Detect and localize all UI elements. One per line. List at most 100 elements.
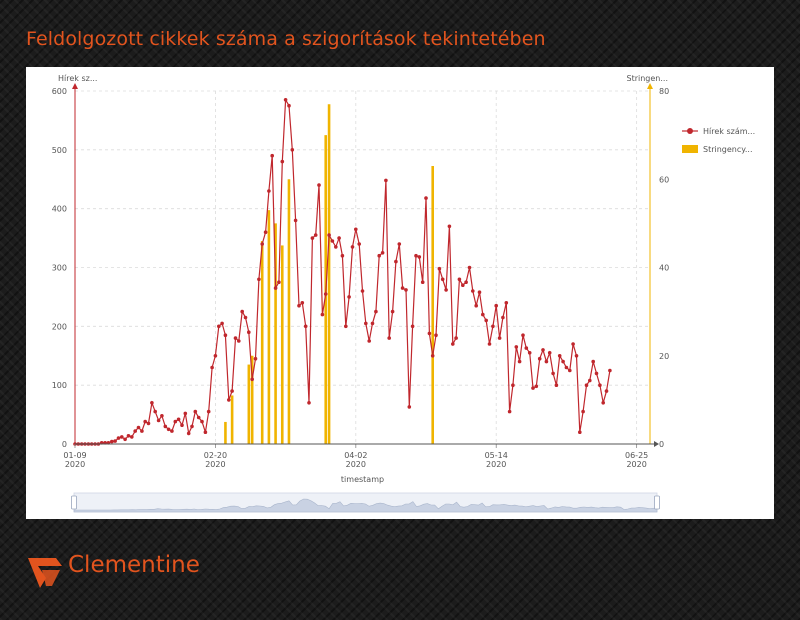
stringency-bar: [280, 245, 284, 444]
news-count-point: [223, 333, 228, 338]
news-count-point: [340, 253, 345, 258]
news-count-point: [357, 242, 362, 246]
news-count-point: [601, 401, 605, 405]
grid-lines: [75, 90, 650, 444]
news-count-point: [130, 435, 134, 439]
zoom-handle-right[interactable]: [654, 495, 660, 510]
news-count-point: [270, 153, 274, 158]
x-tick-label: 01-09: [63, 451, 86, 460]
news-count-point: [544, 359, 549, 364]
news-count-point: [170, 429, 174, 433]
news-count-point: [146, 421, 151, 426]
y-left-tick-label: 500: [52, 146, 67, 155]
y-right-tick-label: 40: [659, 264, 669, 273]
news-count-point: [430, 354, 435, 358]
news-count-point: [414, 253, 418, 258]
news-count-point: [547, 351, 552, 355]
news-count-point: [537, 356, 542, 361]
news-count-point: [501, 315, 505, 320]
news-count-point: [551, 371, 555, 376]
y-right-tick-label: 80: [659, 87, 669, 96]
news-count-point: [237, 339, 241, 343]
x-tick-label: 05-14: [485, 451, 508, 460]
y-left-tick-label: 600: [52, 87, 67, 96]
news-count-point: [247, 330, 251, 335]
news-count-point: [183, 411, 188, 416]
news-count-point: [240, 309, 244, 314]
news-count-point: [123, 437, 127, 442]
news-count-point: [457, 277, 462, 282]
news-count-point: [233, 336, 238, 340]
news-count-point: [517, 359, 522, 364]
zoom-handle-left[interactable]: [71, 495, 77, 510]
x-tick-label-year: 2020: [205, 460, 225, 469]
y-left-tick-label: 200: [52, 322, 67, 331]
news-count-point: [327, 233, 331, 237]
news-count-point: [471, 289, 475, 293]
news-count-point: [504, 301, 509, 305]
news-count-point: [491, 324, 495, 329]
news-count-point: [317, 183, 321, 187]
x-tick-label-year: 2020: [486, 460, 506, 469]
news-count-point: [166, 427, 171, 432]
news-count-point: [531, 386, 535, 390]
x-tick-label-year: 2020: [65, 460, 85, 469]
stringency-bar: [260, 241, 264, 444]
news-count-point: [387, 336, 392, 340]
news-count-point: [571, 342, 575, 346]
y-right-axis-arrow: [647, 83, 653, 89]
news-count-point: [280, 159, 285, 164]
news-count-point: [514, 345, 519, 349]
x-tick-label: 02-20: [204, 451, 227, 460]
news-count-point: [377, 253, 382, 258]
y-right-tick-label: 0: [659, 440, 664, 449]
news-count-point: [337, 236, 341, 240]
news-count-point: [344, 324, 348, 329]
stringency-bars: [224, 104, 435, 445]
news-count-point: [494, 303, 499, 308]
news-count-point: [126, 434, 131, 438]
news-count-point: [568, 368, 572, 373]
news-count-point: [427, 331, 432, 336]
y-left-tick-label: 400: [52, 205, 67, 214]
x-axis-label: timestamp: [341, 475, 384, 484]
news-count-point: [467, 265, 472, 270]
x-tick-label: 04-02: [344, 451, 367, 460]
x-tick-label-year: 2020: [626, 460, 646, 469]
news-count-point: [404, 288, 408, 292]
news-count-point: [591, 359, 595, 364]
news-count-point: [447, 224, 452, 229]
axes: 010020030040050060002040608001-09202002-…: [52, 74, 669, 484]
news-count-point: [186, 431, 191, 436]
news-count-point: [497, 336, 502, 340]
news-count-point: [350, 245, 355, 249]
news-count-point: [227, 398, 231, 402]
news-count-point: [581, 409, 585, 414]
news-count-point: [243, 315, 248, 320]
brand-name: Clementine: [68, 552, 200, 578]
news-count-point: [203, 430, 208, 435]
x-axis-arrow: [654, 441, 659, 447]
news-count-point: [477, 290, 482, 294]
news-count-point: [407, 405, 412, 409]
news-count-point: [417, 255, 422, 259]
news-count-point: [113, 439, 117, 443]
news-count-point: [481, 312, 485, 317]
news-count-point: [367, 339, 372, 343]
news-count-point: [347, 295, 351, 299]
stringency-bar: [327, 104, 331, 445]
page-title: Feldolgozott cikkek száma a szigorítások…: [26, 28, 546, 50]
news-count-point: [136, 425, 141, 430]
news-count-point: [180, 423, 184, 428]
news-count-point: [263, 230, 268, 234]
zoom-slider: [71, 492, 660, 513]
news-count-point: [588, 378, 592, 383]
y-left-axis-arrow: [72, 83, 78, 89]
news-count-point: [257, 277, 261, 282]
news-count-point: [330, 239, 335, 243]
news-count-point: [290, 148, 295, 152]
news-count-polyline: [75, 97, 611, 445]
news-count-point: [440, 277, 445, 282]
y-left-tick-label: 0: [62, 440, 67, 449]
stringency-bar: [250, 355, 254, 444]
